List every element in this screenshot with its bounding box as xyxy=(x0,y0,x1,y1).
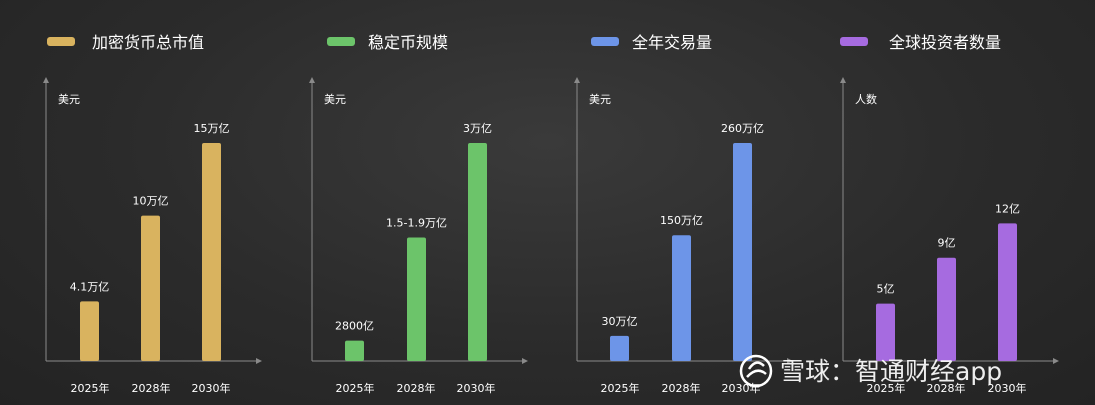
x-tick-label: 2028年 xyxy=(132,381,171,395)
x-tick-label: 2025年 xyxy=(71,381,110,395)
bar xyxy=(80,301,99,361)
legend-label: 加密货币总市值 xyxy=(92,33,204,52)
y-axis-unit: 美元 xyxy=(589,93,611,106)
bar xyxy=(141,215,160,361)
bar-value-label: 10万亿 xyxy=(133,195,169,208)
bar xyxy=(610,335,629,361)
bar xyxy=(672,235,691,361)
bar-value-label: 5亿 xyxy=(877,283,895,296)
bar xyxy=(998,223,1017,361)
x-tick-label: 2025年 xyxy=(601,381,640,395)
bar-value-label: 12亿 xyxy=(995,202,1020,215)
x-tick-label: 2030年 xyxy=(192,381,231,395)
x-tick-label: 2030年 xyxy=(457,381,496,395)
x-tick-label: 2030年 xyxy=(988,381,1027,395)
bar-value-label: 30万亿 xyxy=(602,315,638,328)
x-tick-label: 2028年 xyxy=(927,381,966,395)
y-axis-arrow-icon xyxy=(574,77,580,83)
x-tick-label: 2025年 xyxy=(867,381,906,395)
legend-swatch xyxy=(840,37,868,46)
x-axis-arrow-icon xyxy=(256,358,262,364)
x-tick-label: 2030年 xyxy=(722,381,761,395)
legend-swatch xyxy=(327,37,355,46)
snowball-logo-icon xyxy=(739,354,773,388)
watermark: 雪球：智通财经app xyxy=(739,354,1002,388)
y-axis-unit: 美元 xyxy=(324,93,346,106)
legend-swatch xyxy=(591,37,619,46)
x-axis-arrow-icon xyxy=(1053,358,1059,364)
x-tick-label: 2025年 xyxy=(336,381,375,395)
bar-value-label: 3万亿 xyxy=(463,122,492,135)
bar xyxy=(345,340,364,361)
x-tick-label: 2028年 xyxy=(397,381,436,395)
x-axis-arrow-icon xyxy=(522,358,528,364)
bar xyxy=(468,143,487,361)
watermark-text: 雪球：智通财经app xyxy=(780,357,1002,386)
bar-value-label: 1.5-1.9万亿 xyxy=(386,216,447,229)
bar xyxy=(733,143,752,361)
legend-swatch xyxy=(47,37,75,46)
bar xyxy=(876,303,895,361)
legend-label: 稳定币规模 xyxy=(368,33,448,52)
bar-value-label: 2800亿 xyxy=(335,320,374,333)
bar-value-label: 260万亿 xyxy=(721,122,764,135)
y-axis-arrow-icon xyxy=(309,77,315,83)
legend-label: 全年交易量 xyxy=(632,33,712,52)
bar-value-label: 4.1万亿 xyxy=(70,280,110,293)
bar xyxy=(937,257,956,361)
x-tick-label: 2028年 xyxy=(662,381,701,395)
bar-value-label: 15万亿 xyxy=(194,122,230,135)
bar-value-label: 9亿 xyxy=(938,237,956,250)
x-axis-arrow-icon xyxy=(787,358,793,364)
bar xyxy=(407,237,426,361)
bar xyxy=(202,143,221,361)
bar-value-label: 150万亿 xyxy=(660,214,703,227)
legend-label: 全球投资者数量 xyxy=(889,33,1001,52)
y-axis-unit: 人数 xyxy=(855,93,877,106)
y-axis-arrow-icon xyxy=(840,77,846,83)
y-axis-arrow-icon xyxy=(43,77,49,83)
y-axis-unit: 美元 xyxy=(58,93,80,106)
